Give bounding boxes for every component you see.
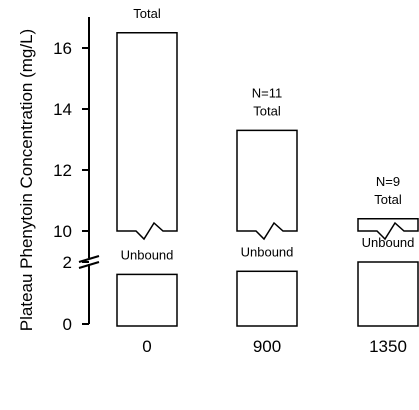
total-label: Total (133, 6, 161, 21)
unbound-label: Unbound (362, 235, 415, 250)
y-axis-label: Plateau Phenytoin Concentration (mg/L) (17, 29, 36, 331)
y-tick-label: 16 (53, 39, 72, 58)
y-tick-label: 2 (63, 253, 72, 272)
n-label: N=9 (376, 174, 400, 189)
bar-labels: N=25 Total Unbound N=11 Total Unbound N=9 Total… (121, 0, 415, 262)
category-labels: 0 900 1350 (142, 337, 407, 356)
bar-unbound (116, 273, 178, 327)
axis-break-mark (78, 261, 100, 269)
y-tick-label: 0 (63, 315, 72, 334)
n-label: N=11 (252, 85, 282, 100)
n-label: N=25 (131, 0, 162, 3)
bar-total (236, 129, 298, 241)
y-tick-label: 14 (53, 100, 72, 119)
y-axis-ticks: 021012141618 (53, 39, 89, 334)
bars (116, 32, 419, 327)
category-label: 900 (253, 337, 281, 356)
y-tick-label: 10 (53, 222, 72, 241)
bar-total (116, 32, 178, 241)
bar-unbound (357, 261, 419, 327)
bar-total (357, 218, 419, 241)
bar-unbound (236, 270, 298, 327)
unbound-label: Unbound (241, 244, 294, 259)
category-label: 1350 (369, 337, 407, 356)
y-tick-label: 12 (53, 161, 72, 180)
unbound-label: Unbound (121, 247, 174, 262)
total-label: Total (374, 192, 402, 207)
total-label: Total (253, 103, 281, 118)
category-label: 0 (142, 337, 151, 356)
